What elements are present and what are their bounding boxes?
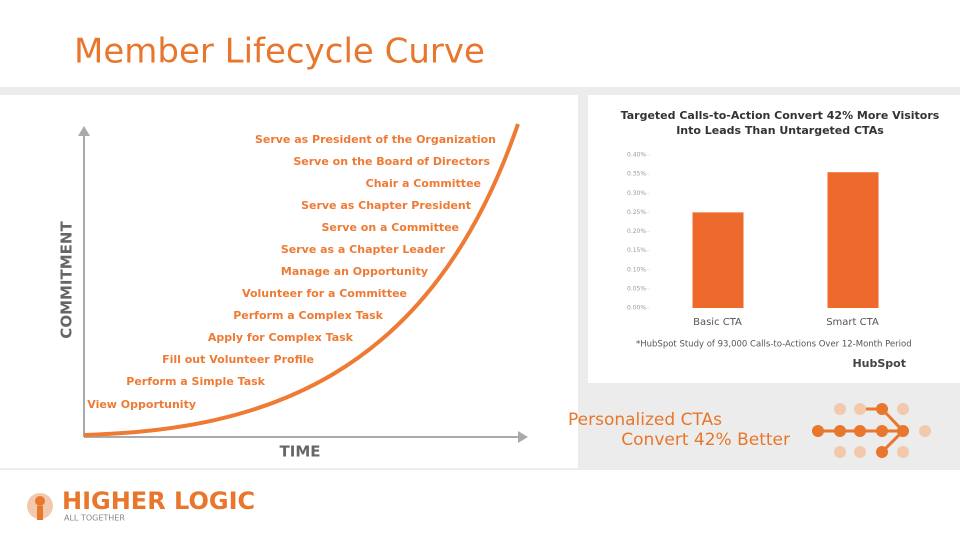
step-label: Serve as President of the Organization bbox=[255, 133, 496, 146]
y-tick-label: 0.15% bbox=[627, 247, 646, 254]
callout: Personalized CTAs bbox=[568, 410, 722, 430]
bar bbox=[827, 172, 879, 308]
y-tick-label: 0.30% bbox=[627, 190, 646, 197]
chart-title: Into Leads Than Untargeted CTAs bbox=[676, 124, 884, 137]
step-label: Apply for Complex Task bbox=[208, 331, 354, 344]
source-logo: HubSpot bbox=[852, 357, 906, 370]
step-label: Serve as a Chapter Leader bbox=[281, 243, 446, 256]
step-label: Volunteer for a Committee bbox=[242, 287, 407, 300]
y-tick-label: 0.40% bbox=[627, 152, 646, 159]
logo-tagline: ALL TOGETHER bbox=[64, 514, 125, 523]
step-label: Chair a Committee bbox=[366, 177, 481, 190]
x-axis-label: TIME bbox=[280, 443, 321, 461]
chart-title: Targeted Calls-to-Action Convert 42% Mor… bbox=[621, 109, 940, 122]
y-tick-label: 0.20% bbox=[627, 228, 646, 235]
y-tick-label: 0.25% bbox=[627, 209, 646, 216]
curve-panel bbox=[0, 95, 578, 468]
step-label: Serve on a Committee bbox=[322, 221, 460, 234]
step-label: Serve as Chapter President bbox=[301, 199, 471, 212]
step-label: Perform a Simple Task bbox=[126, 375, 265, 388]
y-tick-label: 0.00% bbox=[627, 305, 646, 312]
y-axis-label: COMMITMENT bbox=[58, 221, 76, 339]
step-label: Fill out Volunteer Profile bbox=[162, 353, 314, 366]
x-arrow bbox=[518, 431, 528, 443]
dots-icon bbox=[812, 403, 931, 458]
callout: Convert 42% Better bbox=[621, 430, 790, 450]
curve bbox=[83, 123, 520, 437]
y-tick-label: 0.35% bbox=[627, 171, 646, 178]
x-tick-label: Smart CTA bbox=[826, 317, 879, 328]
footnote: *HubSpot Study of 93,000 Calls-to-Action… bbox=[636, 340, 912, 350]
slide-title: Member Lifecycle Curve bbox=[74, 32, 485, 72]
step-label: View Opportunity bbox=[87, 398, 196, 411]
y-tick-label: 0.05% bbox=[627, 285, 646, 292]
step-label: Manage an Opportunity bbox=[281, 265, 428, 278]
chart-panel bbox=[588, 95, 960, 383]
logo-icon bbox=[27, 493, 53, 520]
step-label: Perform a Complex Task bbox=[233, 309, 383, 322]
logo-name: HIGHER LOGIC bbox=[62, 487, 255, 515]
y-tick-label: 0.10% bbox=[627, 266, 646, 273]
y-arrow bbox=[78, 126, 90, 136]
bar bbox=[692, 212, 744, 308]
step-label: Serve on the Board of Directors bbox=[293, 155, 490, 168]
x-tick-label: Basic CTA bbox=[693, 317, 742, 328]
